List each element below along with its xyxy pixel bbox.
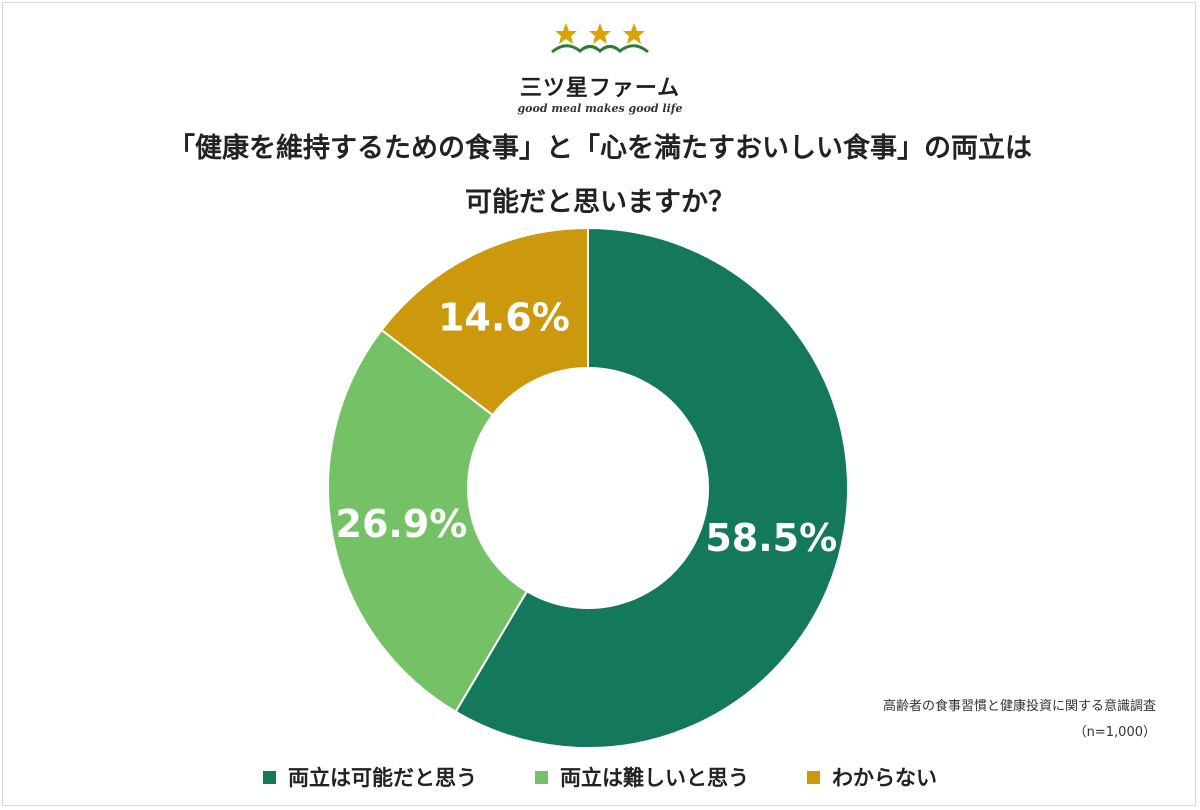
chart-title-line1: 「健康を維持するための食事」と「心を満たすおいしい食事」の両立は — [168, 133, 1032, 164]
brand-logo: 三ツ星ファーム good meal makes good life — [480, 18, 720, 115]
legend-item: 両立は難しいと思う — [535, 762, 749, 792]
star-icon — [551, 23, 649, 54]
legend-item: わからない — [807, 762, 937, 792]
chart-legend: 両立は可能だと思う 両立は難しいと思う わからない — [0, 762, 1200, 792]
chart-title-line2: 可能だと思いますか？ — [465, 187, 735, 218]
slice-value-label: 26.9% — [336, 502, 468, 546]
legend-swatch — [807, 770, 820, 784]
slice-value-label: 58.5% — [705, 516, 837, 560]
legend-item: 両立は可能だと思う — [263, 762, 477, 792]
brand-tagline: good meal makes good life — [517, 102, 683, 115]
donut-slice — [454, 226, 849, 749]
legend-label: 両立は可能だと思う — [288, 766, 477, 790]
source-survey-name: 高齢者の食事習慣と健康投資に関する意識調査 — [882, 699, 1156, 714]
slice-value-label: 14.6% — [438, 296, 570, 340]
source-sample-size: （n=1,000） — [1073, 725, 1156, 740]
legend-label: わからない — [832, 766, 937, 790]
legend-swatch — [263, 770, 276, 784]
chart-title: 「健康を維持するための食事」と「心を満たすおいしい食事」の両立は 可能だと思いま… — [100, 122, 1100, 230]
legend-label: 両立は難しいと思う — [560, 766, 749, 790]
donut-slice — [380, 226, 589, 417]
brand-name: 三ツ星ファーム — [519, 76, 681, 101]
donut-slice — [327, 328, 529, 714]
legend-swatch — [535, 770, 548, 784]
source-note: 高齢者の食事習慣と健康投資に関する意識調査 （n=1,000） — [796, 694, 1156, 746]
